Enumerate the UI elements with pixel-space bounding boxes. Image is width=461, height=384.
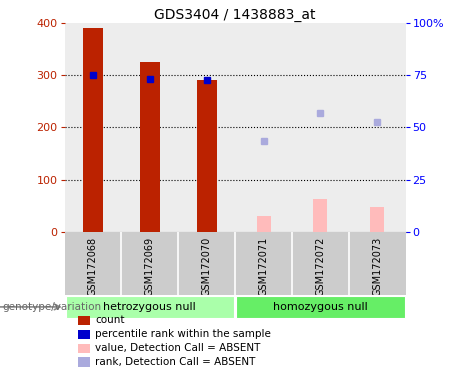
Bar [257, 216, 271, 232]
Bar [313, 199, 327, 232]
Title: GDS3404 / 1438883_at: GDS3404 / 1438883_at [154, 8, 316, 22]
Text: percentile rank within the sample: percentile rank within the sample [95, 329, 271, 339]
Text: value, Detection Call = ABSENT: value, Detection Call = ABSENT [95, 343, 260, 353]
Bar [292, 23, 349, 232]
Bar [370, 207, 384, 232]
Bar [197, 80, 217, 232]
Text: GSM172072: GSM172072 [315, 237, 325, 296]
Bar [140, 62, 160, 232]
Text: GSM172071: GSM172071 [259, 237, 269, 296]
Text: GSM172073: GSM172073 [372, 237, 382, 296]
Text: rank, Detection Call = ABSENT: rank, Detection Call = ABSENT [95, 357, 255, 367]
Bar [235, 23, 292, 232]
Text: genotype/variation: genotype/variation [2, 302, 101, 312]
Text: count: count [95, 315, 125, 326]
Text: GSM172068: GSM172068 [88, 237, 98, 296]
Bar [78, 358, 90, 367]
Bar [83, 28, 103, 232]
Text: homozygous null: homozygous null [273, 302, 368, 312]
Bar [78, 316, 90, 325]
Bar [236, 296, 405, 318]
Bar [178, 23, 235, 232]
Text: hetrozygous null: hetrozygous null [103, 302, 196, 312]
Bar [349, 23, 406, 232]
Bar [121, 23, 178, 232]
Bar [65, 296, 234, 318]
Bar [78, 344, 90, 353]
Bar [65, 23, 121, 232]
Text: GSM172069: GSM172069 [145, 237, 155, 296]
Text: GSM172070: GSM172070 [201, 237, 212, 296]
Bar [78, 329, 90, 339]
